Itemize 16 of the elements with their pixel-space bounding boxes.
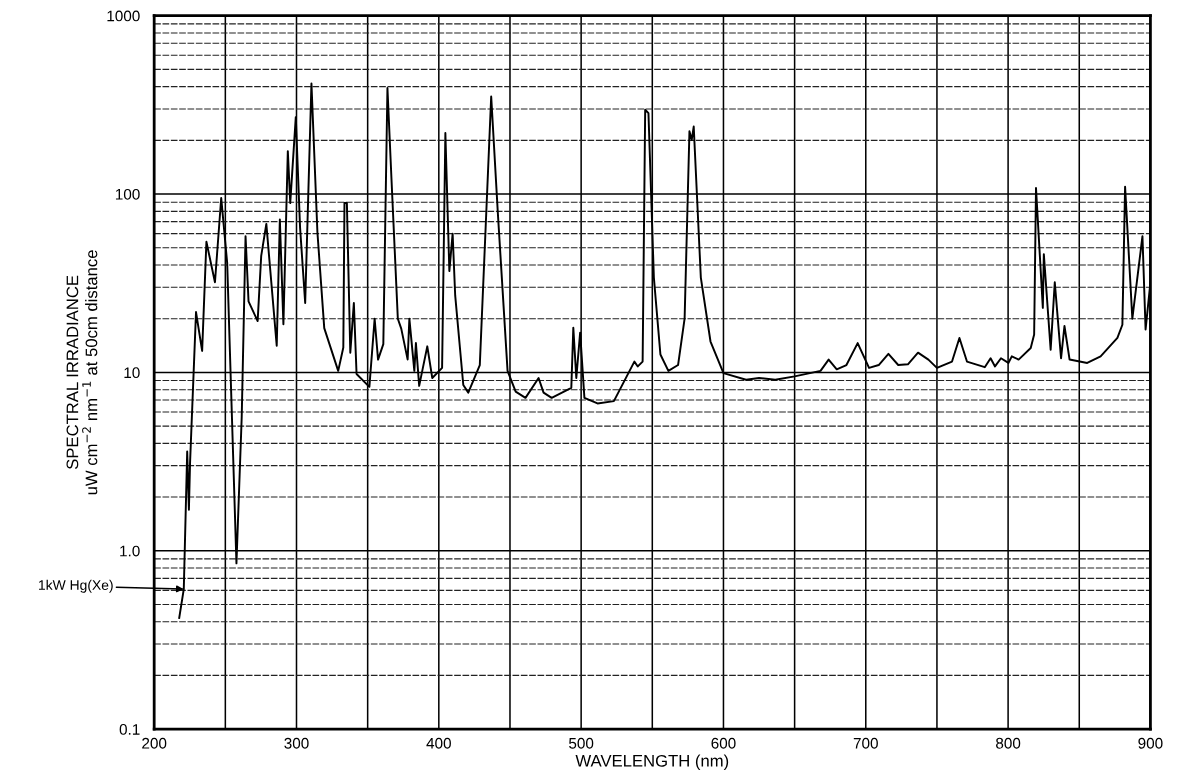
x-tick-label: 800 [996,737,1021,749]
x-tick-label: 200 [142,737,167,749]
x-tick-label: 900 [1138,737,1163,749]
y-axis-title: SPECTRAL IRRADIANCE uW cm$^{−2}$ nm$^{−1}$ at 50cm distance [66,250,98,495]
y-tick-label: 1.0 [120,545,140,557]
x-tick-label: 700 [853,737,878,749]
y-tick-label: 10 [124,367,140,379]
legend-label: 1kW Hg(Xe) [39,579,113,593]
y-tick-label: 1000 [107,10,140,22]
y-tick-label: 100 [115,188,140,200]
x-axis-title: WAVELENGTH (nm) [575,754,729,770]
x-tick-label: 500 [569,737,594,749]
x-tick-label: 400 [426,737,451,749]
y-tick-label: 0.1 [119,723,140,735]
x-tick-label: 600 [711,737,736,749]
x-tick-label: 300 [284,737,309,749]
